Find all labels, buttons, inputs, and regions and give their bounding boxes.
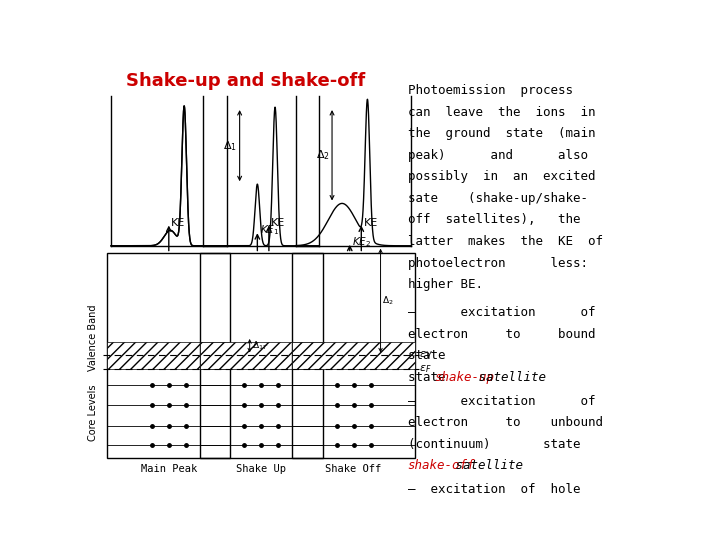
- Text: KE: KE: [271, 218, 285, 228]
- Bar: [199, 253, 323, 457]
- Text: –      excitation      of: – excitation of: [408, 306, 595, 319]
- Text: Main Peak: Main Peak: [140, 464, 197, 474]
- Bar: [292, 342, 415, 369]
- Text: possibly  in  an  excited: possibly in an excited: [408, 170, 595, 183]
- Text: photoelectron      less:: photoelectron less:: [408, 256, 588, 269]
- Text: Shake Up: Shake Up: [236, 464, 287, 474]
- Text: $\Delta_2$: $\Delta_2$: [316, 148, 330, 162]
- Text: electron     to    unbound: electron to unbound: [408, 416, 603, 429]
- Text: –      excitation      of: – excitation of: [408, 395, 595, 408]
- Text: KE: KE: [171, 218, 185, 228]
- Text: Shake Off: Shake Off: [325, 464, 382, 474]
- Text: $\Delta_1$: $\Delta_1$: [223, 139, 238, 152]
- Bar: [107, 253, 230, 457]
- Bar: [199, 342, 323, 369]
- Text: electron     to     bound: electron to bound: [408, 328, 595, 341]
- Text: $KE_2$: $KE_2$: [352, 235, 372, 249]
- Text: off  satellites),   the: off satellites), the: [408, 213, 580, 226]
- Text: can  leave  the  ions  in: can leave the ions in: [408, 106, 595, 119]
- Bar: [107, 342, 230, 369]
- Text: satellite: satellite: [449, 459, 523, 472]
- Text: Valence Band: Valence Band: [89, 304, 99, 370]
- Bar: [292, 253, 415, 457]
- Text: –  excitation  of  hole: – excitation of hole: [408, 483, 580, 496]
- Text: shake-up: shake-up: [435, 371, 495, 384]
- Text: sate    (shake-up/shake-: sate (shake-up/shake-: [408, 192, 588, 205]
- Text: Shake-up and shake-off: Shake-up and shake-off: [126, 72, 366, 91]
- Text: latter  makes  the  KE  of: latter makes the KE of: [408, 235, 603, 248]
- Text: peak)      and      also: peak) and also: [408, 148, 588, 162]
- Text: $\Delta_2$: $\Delta_2$: [382, 294, 394, 307]
- Text: KE: KE: [364, 218, 378, 228]
- Text: (continuum)       state: (continuum) state: [408, 437, 580, 451]
- Text: state: state: [408, 371, 452, 384]
- Text: Core Levels: Core Levels: [89, 384, 99, 441]
- Text: shake-off: shake-off: [408, 459, 475, 472]
- Text: $\varepsilon_V$: $\varepsilon_V$: [419, 349, 433, 361]
- Text: $\Delta_{1T}$: $\Delta_{1T}$: [252, 340, 269, 352]
- Text: state: state: [408, 349, 452, 362]
- Text: $KE_1$: $KE_1$: [260, 224, 279, 237]
- Text: satellite: satellite: [471, 371, 546, 384]
- Text: the  ground  state  (main: the ground state (main: [408, 127, 595, 140]
- Text: higher BE.: higher BE.: [408, 278, 482, 291]
- Text: $\varepsilon_F$: $\varepsilon_F$: [419, 363, 431, 375]
- Text: Photoemission  process: Photoemission process: [408, 84, 572, 97]
